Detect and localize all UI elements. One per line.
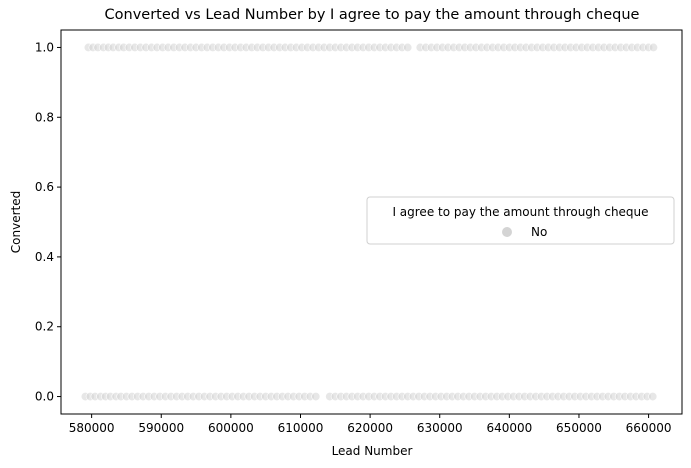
x-tick-label: 630000 [417,421,463,435]
y-tick-label: 0.0 [35,390,54,404]
points-layer [80,42,658,402]
y-axis-label: Converted [9,191,23,253]
y-tick-label: 0.4 [35,250,54,264]
x-tick-label: 580000 [69,421,115,435]
x-tick-label: 590000 [138,421,184,435]
y-tick-label: 0.2 [35,320,54,334]
plot-frame [60,29,683,415]
legend-label-no: No [531,225,547,239]
x-tick-label: 600000 [208,421,254,435]
y-tick-label: 0.8 [35,110,54,124]
data-point [648,42,658,52]
data-point [648,392,658,402]
x-tick-label: 660000 [626,421,672,435]
legend-marker-no [502,227,512,237]
x-tick-label: 640000 [486,421,532,435]
legend-box [366,196,675,245]
chart-title: Converted vs Lead Number by I agree to p… [105,7,640,23]
y-axis-ticks: 0.0 0.2 0.4 0.6 0.8 1.0 [35,40,61,404]
x-tick-label: 610000 [278,421,324,435]
y-tick-label: 1.0 [35,40,54,54]
x-tick-label: 650000 [556,421,602,435]
x-axis-label: Lead Number [332,444,413,458]
data-point [311,392,321,402]
legend-title: I agree to pay the amount through cheque [392,205,648,219]
x-axis-ticks: 580000 590000 600000 610000 620000 630000 6400… [69,414,672,435]
legend: I agree to pay the amount through cheque… [366,196,675,245]
y-tick-label: 0.6 [35,180,54,194]
x-tick-label: 620000 [347,421,393,435]
data-point [403,42,413,52]
